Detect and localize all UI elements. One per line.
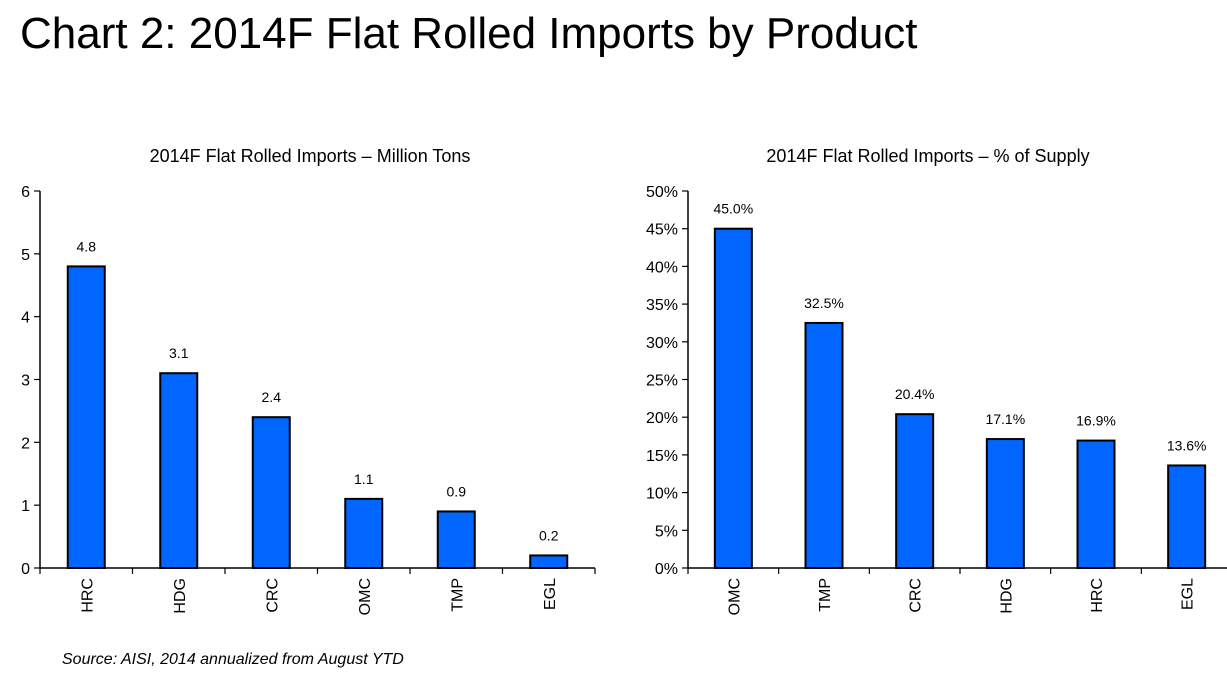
data-label: 3.1 xyxy=(169,345,189,361)
y-tick-label: 15% xyxy=(646,448,678,465)
y-tick-label: 0% xyxy=(655,561,678,578)
category-label: TMP xyxy=(449,578,466,612)
y-tick-label: 2 xyxy=(21,435,30,452)
category-label: CRC xyxy=(908,578,925,613)
chart-title: 2014F Flat Rolled Imports – % of Supply xyxy=(766,146,1089,166)
bar-omc xyxy=(344,497,384,569)
bar-tmp xyxy=(804,321,844,570)
category-label: HDG xyxy=(998,578,1015,614)
bar-hrc xyxy=(66,265,106,569)
bar-hdg xyxy=(159,372,199,570)
category-label: CRC xyxy=(264,578,281,613)
y-tick-label: 45% xyxy=(646,222,678,239)
data-label: 4.8 xyxy=(77,238,97,254)
bar-egl xyxy=(529,554,569,570)
page-title: Chart 2: 2014F Flat Rolled Imports by Pr… xyxy=(20,9,918,58)
category-label: HDG xyxy=(172,578,189,614)
bar-hrc xyxy=(1076,439,1116,570)
bar-omc xyxy=(713,227,753,569)
category-label: EGL xyxy=(542,578,559,610)
bar-hdg xyxy=(985,438,1025,570)
y-tick-label: 5 xyxy=(21,247,30,264)
category-label: TMP xyxy=(817,578,834,612)
y-tick-label: 20% xyxy=(646,410,678,427)
y-tick-label: 5% xyxy=(655,523,678,540)
category-label: HRC xyxy=(1089,578,1106,613)
y-tick-label: 10% xyxy=(646,486,678,503)
chart-title: 2014F Flat Rolled Imports – Million Tons xyxy=(150,146,471,166)
y-tick-label: 1 xyxy=(21,498,30,515)
y-tick-label: 50% xyxy=(646,184,678,201)
bar-crc xyxy=(251,416,291,570)
data-label: 45.0% xyxy=(713,201,753,217)
data-label: 0.2 xyxy=(539,527,559,543)
category-label: EGL xyxy=(1180,578,1197,610)
category-label: OMC xyxy=(357,578,374,615)
y-tick-label: 6 xyxy=(21,184,30,201)
bar-tmp xyxy=(436,510,476,570)
data-label: 20.4% xyxy=(895,386,935,402)
source-note: Source: AISI, 2014 annualized from Augus… xyxy=(62,651,404,668)
category-label: HRC xyxy=(79,578,96,613)
data-label: 2.4 xyxy=(262,389,282,405)
data-label: 1.1 xyxy=(354,471,374,487)
y-tick-label: 40% xyxy=(646,259,678,276)
y-tick-label: 4 xyxy=(21,310,30,327)
data-label: 17.1% xyxy=(985,411,1025,427)
y-tick-label: 3 xyxy=(21,373,30,390)
y-tick-label: 30% xyxy=(646,335,678,352)
data-label: 32.5% xyxy=(804,295,844,311)
y-tick-label: 0 xyxy=(21,561,30,578)
bar-crc xyxy=(895,413,935,569)
bar-egl xyxy=(1167,464,1207,569)
y-tick-label: 35% xyxy=(646,297,678,314)
data-label: 16.9% xyxy=(1076,413,1116,429)
data-label: 0.9 xyxy=(447,483,467,499)
data-label: 13.6% xyxy=(1167,437,1207,453)
category-label: OMC xyxy=(726,578,743,615)
y-tick-label: 25% xyxy=(646,373,678,390)
